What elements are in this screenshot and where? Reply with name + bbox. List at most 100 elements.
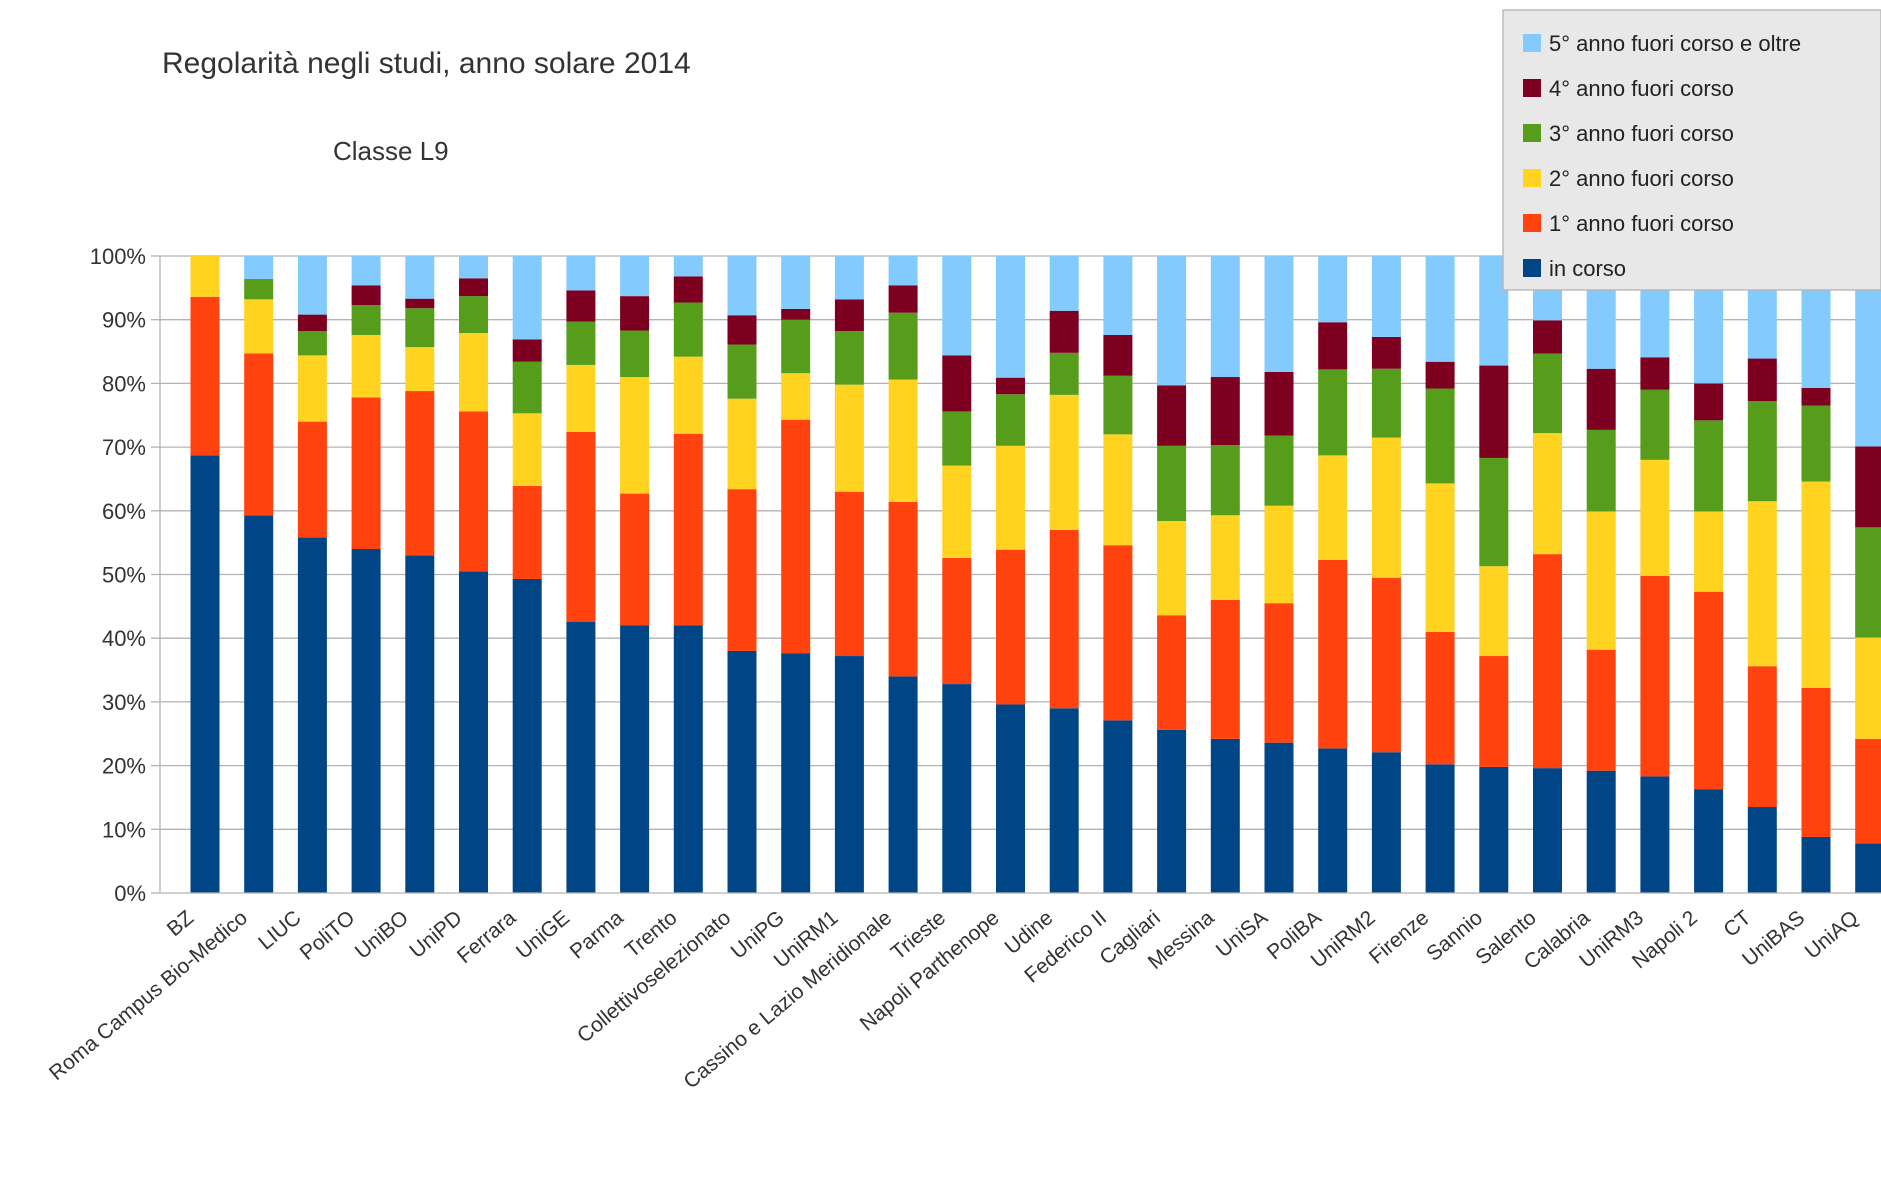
bar-segment [1049,708,1079,893]
bar-segment [996,377,1025,395]
bar-segment [244,299,274,354]
bar-segment [620,493,650,626]
bar-segment [566,621,596,893]
bar-segment [996,256,1025,378]
bar-segment [834,331,864,385]
bar-segment [1479,566,1509,657]
y-tick-label: 10% [102,817,146,842]
bar-segment [405,391,435,556]
bar-segment [1103,434,1133,546]
bar-segment [1049,256,1079,311]
bar-stack [190,256,220,893]
bar-segment [996,394,1025,446]
bar-segment [834,384,864,492]
bar-segment [297,537,327,893]
bar-segment [942,465,972,558]
bar-segment [1318,369,1348,456]
bar-segment [351,285,381,306]
bar-segment [566,364,596,432]
bar-segment [1103,375,1133,435]
bar-stack [405,256,435,893]
bar-segment [405,347,435,392]
bar-segment [512,485,542,579]
bar-segment [673,433,703,626]
bar-segment [1855,637,1881,739]
x-tick-label: BZ [163,906,198,941]
legend-swatch [1523,259,1541,277]
bar-segment [244,515,274,893]
bar-segment [996,445,1025,550]
bar-segment [727,256,757,316]
x-tick-label: Ferrara [453,906,521,968]
bar-segment [834,256,864,300]
bar-segment [942,684,972,893]
bar-stack [942,256,972,893]
bar-stack [1318,256,1348,893]
bar-segment [1371,752,1401,893]
bar-segment [1157,445,1187,521]
bar-segment [781,419,811,654]
bar-segment [620,296,650,331]
bar-stack [1210,256,1240,893]
bar-segment [1264,742,1294,893]
bar-segment [459,278,488,297]
bar-segment [942,411,972,466]
bar-segment [1210,738,1240,893]
bar-stack [1747,256,1777,893]
y-tick-label: 30% [102,690,146,715]
bar-segment [244,256,274,279]
bar-segment [1801,405,1831,482]
bar-segment [1425,388,1455,484]
bar-segment [1371,577,1401,753]
bar-segment [1747,401,1777,502]
bar-segment [1855,843,1881,893]
bar-segment [1694,591,1724,790]
bar-segment [512,361,542,414]
x-tick-label: Parma [566,906,628,964]
bar-segment [620,625,650,893]
bar-segment [1694,383,1724,421]
legend-label: 1° anno fuori corso [1549,211,1734,236]
bar-segment [1533,320,1562,354]
bar-segment [297,331,327,356]
legend-label: 5° anno fuori corso e oltre [1549,31,1801,56]
axes [159,256,1881,894]
bar-stack [620,256,650,893]
bar-segment [1694,511,1724,592]
bar-segment [1318,748,1348,893]
bar-segment [459,571,488,893]
y-axis-ticks: 0% 10% 20% 30% 40% 50% 60% 70% 80% 90% 100% [90,244,160,906]
bar-segment [1533,768,1562,893]
y-tick-label: 60% [102,499,146,524]
x-tick-label: Firenze [1365,906,1433,969]
bar-stack [351,256,381,893]
bar-stack [1371,256,1401,893]
bar-segment [405,555,435,893]
bar-segment [1210,445,1240,516]
bar-segment [566,431,596,622]
bar-segment [459,333,488,412]
legend-swatch [1523,169,1541,187]
bar-stack [1264,256,1294,893]
x-tick-label: UniSA [1212,906,1272,962]
bar-segment [1318,455,1348,560]
bar-segment [620,330,650,378]
legend-label: in corso [1549,256,1626,281]
bar-segment [1479,365,1509,458]
bar-segment [459,411,488,572]
bar-segment [1533,433,1562,555]
bar-segment [888,256,918,286]
bar-segment [351,549,381,893]
bar-segment [1586,770,1616,893]
bar-segment [1747,501,1777,667]
bar-segment [1425,483,1455,632]
bar-segment [1694,420,1724,512]
bar-segment [1855,527,1881,638]
bar-segment [1640,459,1670,576]
bar-segment [1425,764,1455,893]
legend-swatch [1523,34,1541,52]
y-tick-label: 0% [114,881,146,906]
bar-segment [1318,559,1348,749]
